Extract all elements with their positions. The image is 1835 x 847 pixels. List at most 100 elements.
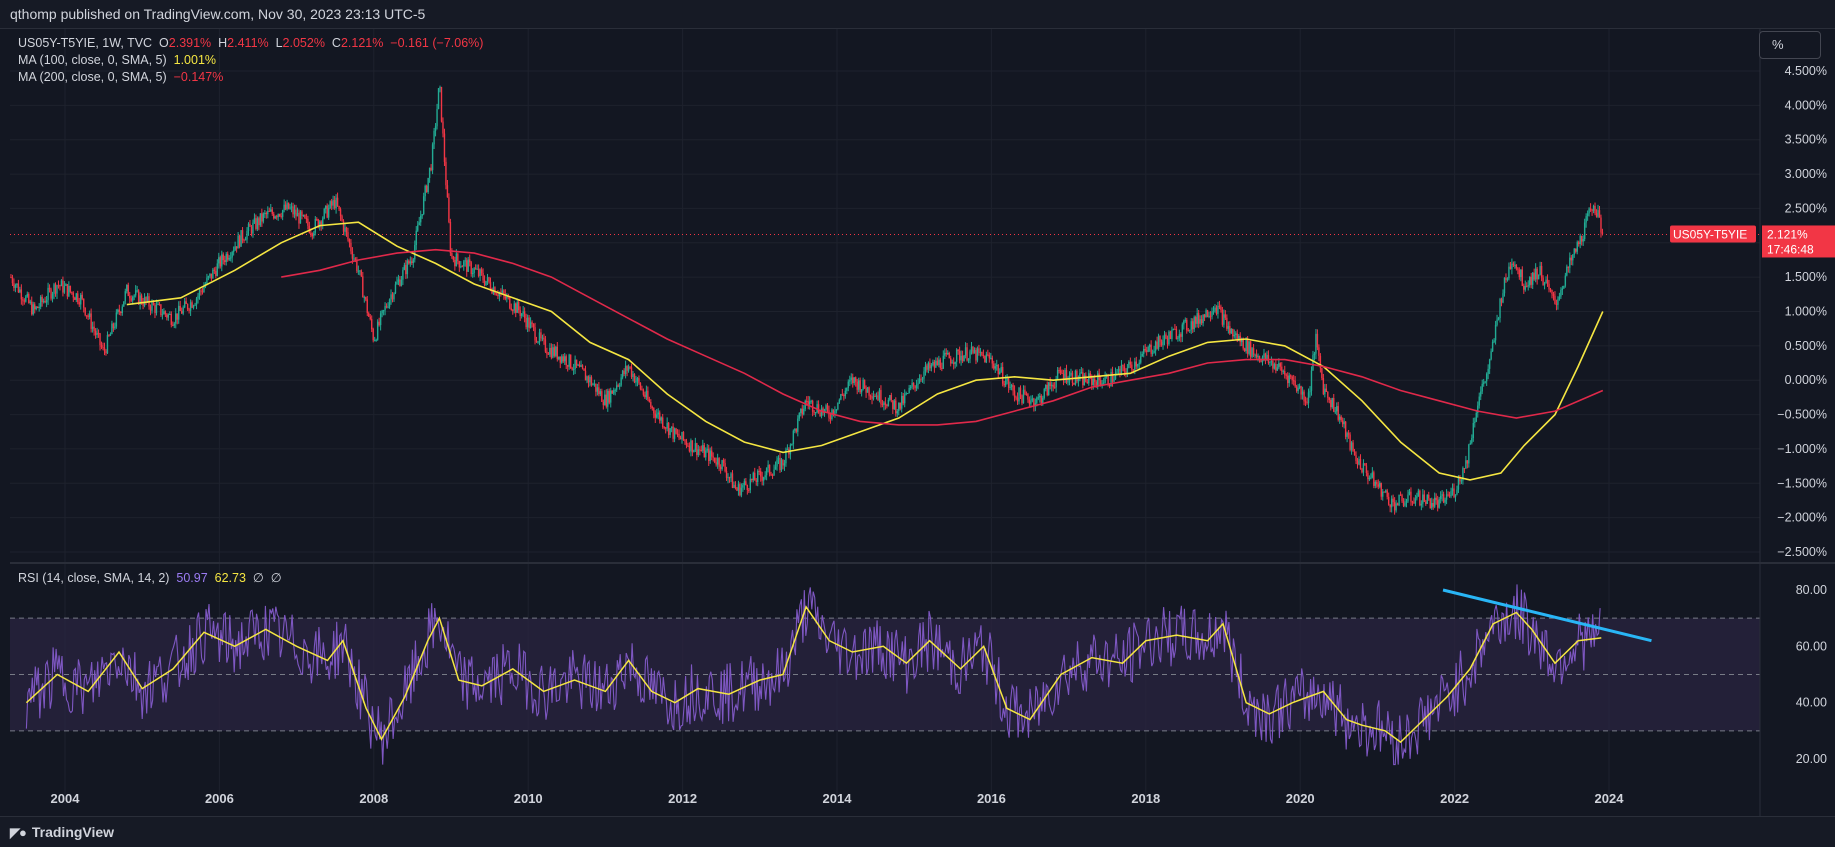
candle-body [1055, 378, 1057, 388]
candle-body [38, 306, 40, 309]
candle-body [902, 395, 904, 404]
candle-body [1494, 324, 1497, 341]
candle-body [719, 466, 722, 470]
candle-body [1352, 442, 1354, 452]
candle-body [924, 365, 927, 372]
price-tick-label: −1.500% [1777, 476, 1827, 490]
candle-body [1324, 388, 1326, 395]
candle-body [1241, 338, 1243, 343]
symbol-label[interactable]: US05Y-T5YIE, 1W, TVC [18, 36, 153, 50]
candle-body [534, 327, 536, 341]
candle-body [645, 390, 648, 398]
candle-body [336, 197, 339, 206]
candle-body [786, 448, 789, 450]
candle-body [121, 306, 124, 314]
candle-body [237, 235, 239, 249]
candle-body [1468, 444, 1470, 464]
ma100-line [126, 221, 1604, 481]
percent-scale-button[interactable]: % [1759, 31, 1821, 59]
candle-body [1255, 354, 1258, 358]
candle-body [1598, 210, 1601, 218]
candle-body [1499, 298, 1501, 318]
candle-body [329, 201, 331, 209]
candle-body [1515, 264, 1518, 269]
candle-body [757, 470, 759, 482]
candle-body [1145, 350, 1148, 352]
candle-body [762, 477, 765, 481]
candle-body [1003, 383, 1005, 386]
candle-body [535, 340, 538, 343]
candle-body [618, 385, 621, 387]
candle-body [846, 388, 848, 391]
candle-body [1569, 257, 1571, 268]
candle-body [227, 253, 229, 260]
tradingview-logo[interactable]: ◤● TradingView [10, 824, 114, 841]
candle-body [1563, 285, 1565, 289]
rsi-legend-row[interactable]: RSI (14, close, SMA, 14, 2) 50.97 62.73 … [18, 570, 282, 587]
candle-body [229, 257, 232, 259]
candle-body [69, 285, 72, 292]
candle-body [191, 302, 193, 308]
rsi-tick-label: 20.00 [1796, 752, 1827, 766]
candle-body [256, 218, 259, 229]
candle-body [1229, 326, 1231, 334]
candle-body [1037, 397, 1040, 399]
candle-body [1376, 481, 1378, 485]
candle-body [682, 431, 685, 440]
candle-body [252, 222, 254, 234]
candle-body [1289, 375, 1292, 377]
price-tag-countdown: 17:46:48 [1767, 242, 1814, 256]
candle-body [1383, 491, 1385, 493]
candle-body [1493, 340, 1495, 343]
candle-body [1527, 285, 1529, 287]
candle-body [850, 377, 852, 381]
candle-body [391, 294, 394, 300]
candle-body [561, 356, 563, 363]
candle-body [371, 319, 373, 330]
candle-body [896, 411, 898, 414]
candle-body [1192, 321, 1194, 330]
ma200-legend-row[interactable]: MA (200, close, 0, SMA, 5) −0.147% [18, 69, 483, 86]
candle-body [687, 445, 689, 447]
candle-body [555, 346, 557, 356]
candle-body [289, 207, 291, 209]
candle-body [85, 315, 88, 317]
candle-body [298, 212, 300, 224]
candle-body [1183, 320, 1185, 325]
candle-body [650, 401, 652, 408]
candle-body [129, 295, 131, 299]
chart-svg[interactable]: 4.500%4.000%3.500%3.000%2.500%2.000%1.50… [10, 29, 1835, 816]
candle-body [993, 363, 995, 369]
candle-body [1330, 399, 1332, 408]
ma100-legend-row[interactable]: MA (100, close, 0, SMA, 5) 1.001% [18, 52, 483, 69]
price-axis: 4.500%4.000%3.500%3.000%2.500%2.000%1.50… [1777, 64, 1827, 559]
candle-body [1114, 372, 1117, 380]
candle-body [587, 376, 590, 383]
candle-body [476, 268, 478, 270]
time-axis: 2004 2006 2008 2010 2012 2014 2016 2018 2020 2022… [51, 791, 1625, 806]
candle-body [841, 394, 844, 396]
candle-body [1108, 385, 1111, 387]
candle-body [1197, 313, 1200, 324]
candle-body [489, 282, 492, 290]
ohlc-legend-row: US05Y-T5YIE, 1W, TVC O2.391% H2.411% L2.… [18, 36, 484, 50]
candle-body [914, 385, 916, 389]
time-tick-label: 2012 [668, 791, 697, 806]
candle-body [801, 408, 803, 415]
candle-body [1174, 328, 1176, 330]
chart-area[interactable]: 4.500%4.000%3.500%3.000%2.500%2.000%1.50… [10, 29, 1835, 816]
candle-body [68, 285, 70, 297]
candle-body [146, 296, 149, 302]
candle-body [100, 345, 103, 347]
candle-body [19, 289, 21, 293]
candle-body [1052, 384, 1054, 388]
candle-body [1193, 317, 1195, 330]
candle-body [525, 317, 527, 328]
candle-body [409, 261, 412, 264]
candle-body [222, 254, 224, 261]
candle-body [590, 377, 593, 386]
candle-body [509, 296, 511, 309]
candle-body [1411, 501, 1414, 503]
candle-body [347, 232, 349, 240]
candle-body [29, 301, 31, 303]
